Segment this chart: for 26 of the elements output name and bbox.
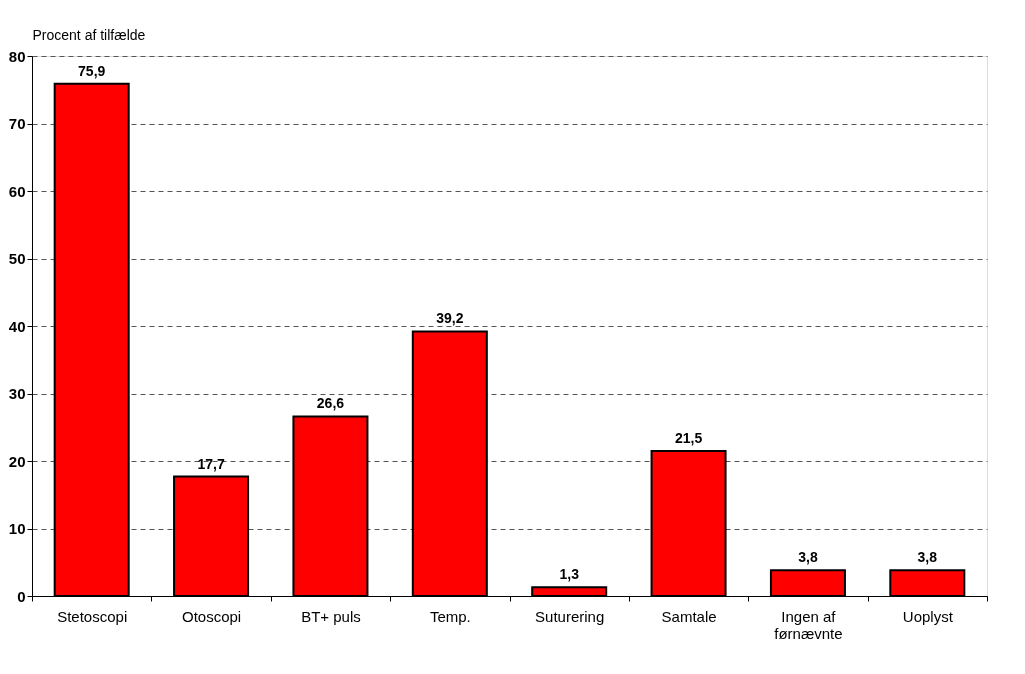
y-tick-label: 20 <box>8 452 26 470</box>
data-label: 21,5 <box>674 429 703 446</box>
x-tick-label: Temp. <box>429 607 471 625</box>
data-label: 17,7 <box>197 455 225 472</box>
x-tick-label: Ingen af førnævnte <box>774 607 843 642</box>
x-tick-label: Otoscopi <box>181 607 242 625</box>
data-label: 3,8 <box>917 549 938 566</box>
y-tick-label: 40 <box>8 317 26 335</box>
x-tick-label: BT+ puls <box>301 607 361 625</box>
data-label: 26,6 <box>316 395 345 412</box>
x-tick-label: Suturering <box>535 607 605 625</box>
y-tick-label: 70 <box>8 115 26 132</box>
y-tick-label: 50 <box>8 250 26 267</box>
data-label: 3,8 <box>798 549 818 566</box>
data-label: 1,3 <box>559 566 580 583</box>
data-label: 75,9 <box>78 62 106 79</box>
y-tick-label: 30 <box>8 385 26 402</box>
y-tick-label: 10 <box>8 520 26 537</box>
y-tick-label: 60 <box>8 182 26 200</box>
y-axis-title: Procent af tilfælde <box>32 26 146 43</box>
x-tick-label: Samtale <box>661 607 717 625</box>
x-tick-label: Stetoscopi <box>57 607 128 625</box>
x-tick-label: Uoplyst <box>902 607 954 625</box>
y-tick-label: 0 <box>17 587 26 605</box>
data-label: 39,2 <box>436 310 464 327</box>
y-tick-label: 80 <box>8 47 26 65</box>
